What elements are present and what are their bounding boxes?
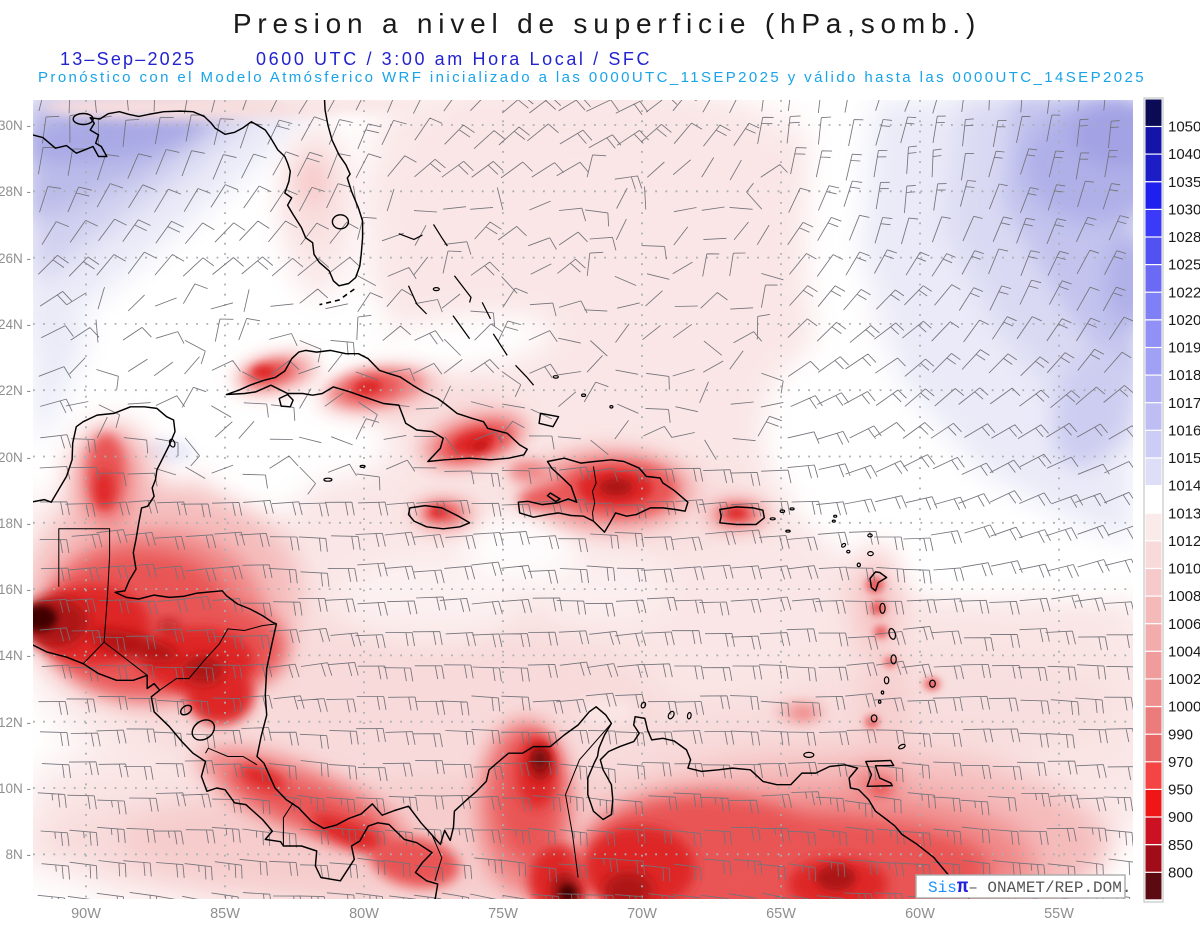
svg-text:Presion a nivel de superficie: Presion a nivel de superficie (hPa,somb.… — [233, 8, 981, 39]
svg-text:1016: 1016 — [1168, 422, 1200, 439]
svg-text:0600 UTC / 3:00 am Hora Local: 0600 UTC / 3:00 am Hora Local / SFC — [256, 49, 652, 69]
svg-text:1014: 1014 — [1168, 478, 1200, 495]
svg-text:1019: 1019 — [1168, 340, 1200, 357]
svg-text:70W: 70W — [627, 906, 657, 922]
svg-text:80W: 80W — [349, 906, 379, 922]
svg-text:1030: 1030 — [1168, 202, 1200, 219]
svg-text:1006: 1006 — [1168, 616, 1200, 633]
svg-text:900: 900 — [1168, 809, 1193, 826]
svg-text:22N -: 22N - — [0, 383, 31, 398]
svg-text:970: 970 — [1168, 754, 1193, 771]
svg-text:1017: 1017 — [1168, 395, 1200, 412]
svg-text:20N -: 20N - — [0, 450, 31, 465]
svg-text:60W: 60W — [905, 906, 935, 922]
svg-text:1022: 1022 — [1168, 284, 1200, 301]
svg-text:12N -: 12N - — [0, 715, 31, 730]
svg-text:1025: 1025 — [1168, 257, 1200, 274]
svg-text:1050: 1050 — [1168, 119, 1200, 136]
svg-text:26N -: 26N - — [0, 251, 31, 266]
svg-text:1010: 1010 — [1168, 561, 1200, 578]
svg-text:1000: 1000 — [1168, 699, 1200, 716]
svg-text:990: 990 — [1168, 726, 1193, 743]
svg-text:Pronóstico con el Modelo Atmós: Pronóstico con el Modelo Atmósferico WRF… — [38, 69, 1146, 86]
svg-text:1002: 1002 — [1168, 671, 1200, 688]
svg-text:13–Sep–2025: 13–Sep–2025 — [60, 49, 196, 69]
svg-text:850: 850 — [1168, 837, 1193, 854]
svg-text:16N -: 16N - — [0, 582, 31, 597]
svg-text:1020: 1020 — [1168, 312, 1200, 329]
svg-text:1013: 1013 — [1168, 505, 1200, 522]
svg-text:18N -: 18N - — [0, 516, 31, 531]
svg-text:1028: 1028 — [1168, 229, 1200, 246]
svg-text:55W: 55W — [1044, 906, 1074, 922]
svg-text:800: 800 — [1168, 864, 1193, 881]
svg-text:1035: 1035 — [1168, 174, 1200, 191]
svg-text:8N -: 8N - — [5, 847, 31, 862]
svg-text:28N -: 28N - — [0, 184, 31, 199]
svg-text:65W: 65W — [766, 906, 796, 922]
svg-text:14N -: 14N - — [0, 648, 31, 663]
svg-text:1015: 1015 — [1168, 450, 1200, 467]
svg-text:1018: 1018 — [1168, 367, 1200, 384]
svg-text:1012: 1012 — [1168, 533, 1200, 550]
svg-text:1008: 1008 — [1168, 588, 1200, 605]
svg-text:90W: 90W — [71, 906, 101, 922]
svg-text:24N -: 24N - — [0, 317, 31, 332]
svg-text:950: 950 — [1168, 782, 1193, 799]
svg-text:10N -: 10N - — [0, 781, 31, 796]
svg-text:Sisπ– ONAMET/REP.DOM.: Sisπ– ONAMET/REP.DOM. — [928, 876, 1131, 898]
svg-text:30N -: 30N - — [0, 118, 31, 133]
svg-text:1040: 1040 — [1168, 146, 1200, 163]
svg-text:1004: 1004 — [1168, 643, 1200, 660]
svg-text:85W: 85W — [210, 906, 240, 922]
svg-text:75W: 75W — [488, 906, 518, 922]
